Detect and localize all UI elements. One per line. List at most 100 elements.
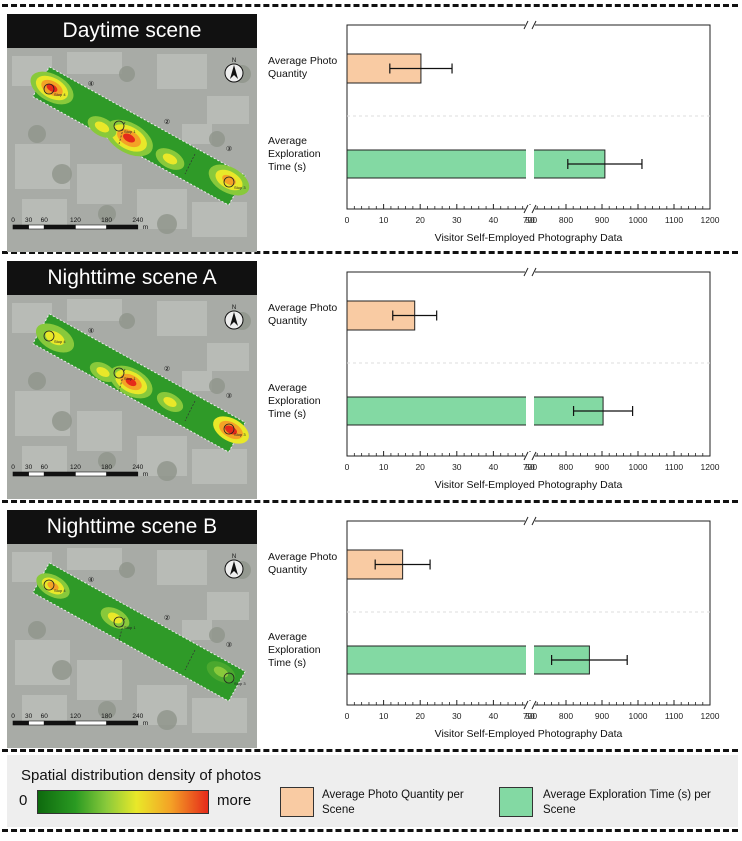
- x-tick-label: 1200: [701, 462, 720, 472]
- divider-2: [2, 500, 738, 503]
- scale-bar-label: 180: [101, 217, 112, 224]
- exploration-time-swatch: [499, 787, 533, 817]
- x-tick-label: 1000: [629, 462, 648, 472]
- stop-label: Stop 1: [124, 625, 136, 630]
- heat-blob: [94, 121, 110, 133]
- x-axis-label: Visitor Self-Employed Photography Data: [435, 728, 623, 740]
- x-tick-label: 30: [452, 711, 462, 721]
- x-tick-label: 10: [379, 711, 389, 721]
- axis-break-gap: [525, 205, 535, 213]
- heatmap-map: Stop 4 Stop 1 Stop 3 ④ ② ③ N 0 30 60 120 180 240 m Ni…: [7, 510, 257, 748]
- category-label-line: Exploration: [268, 644, 321, 656]
- north-label: N: [232, 58, 236, 64]
- bar-chart: Average Photo Quantity Average Exploration T…: [264, 504, 742, 750]
- building-block: [77, 164, 122, 204]
- building-block: [207, 96, 249, 124]
- axis-break-gap: [525, 21, 535, 29]
- stop-label: Stop 3: [234, 185, 246, 190]
- axis-break-mark: [523, 451, 529, 461]
- bar-chart-graphic: Average Photo Quantity Average Exploration T…: [268, 20, 720, 244]
- x-tick-label: 50: [525, 215, 535, 225]
- x-tick-label: 900: [595, 462, 609, 472]
- scale-bar-label: 60: [41, 464, 49, 471]
- street-base: [32, 562, 246, 702]
- tree-cluster: [98, 452, 116, 470]
- category-label-line: Quantity: [268, 68, 308, 80]
- bar-chart-graphic: Average Photo Quantity Average Exploration T…: [268, 516, 720, 740]
- category-label-line: Average Photo: [268, 55, 337, 67]
- axis-break-mark: [531, 700, 537, 710]
- scale-bar-segment: [75, 224, 107, 230]
- x-tick-label: 30: [452, 462, 462, 472]
- tree-cluster: [52, 164, 72, 184]
- heat-blob: [46, 83, 58, 93]
- area-label: ④: [88, 576, 94, 584]
- scene-daytime: Stop 4 Stop 1 Stop 3 ④ ② ③ N 0 30 60 120 180 240 m Da…: [0, 8, 742, 254]
- building-block: [182, 620, 212, 640]
- building-block: [22, 199, 67, 229]
- stop-marker: [43, 83, 55, 95]
- scale-bar-label: 30: [25, 464, 33, 471]
- x-tick-label: 900: [595, 215, 609, 225]
- x-tick-label: 30: [452, 215, 462, 225]
- scale-bar-segment: [12, 720, 29, 726]
- route-segment: [118, 121, 126, 145]
- divider-bottom: [2, 829, 738, 832]
- street-strip: [32, 562, 246, 702]
- axis-break-mark: [531, 204, 537, 214]
- tree-cluster: [28, 125, 46, 143]
- heat-blob: [123, 133, 135, 143]
- route-segment: [118, 617, 126, 641]
- building-block: [67, 548, 122, 570]
- scale-bar-label: 240: [132, 464, 143, 471]
- legend-title: Spatial distribution density of photos: [21, 767, 262, 784]
- axis-break-mark: [531, 451, 537, 461]
- heat-blob: [213, 666, 229, 678]
- heat-blob: [47, 581, 59, 591]
- area-label: ③: [226, 145, 232, 153]
- x-tick-label: 40: [489, 462, 499, 472]
- tree-cluster: [119, 66, 135, 82]
- tree-cluster: [209, 131, 225, 147]
- north-arrow-needle: [230, 561, 238, 575]
- x-tick-label: 800: [559, 462, 573, 472]
- scale-bar-segment: [75, 720, 107, 726]
- stop-label: Stop 4: [54, 92, 66, 97]
- scale-bar-segment: [43, 720, 76, 726]
- photo-quantity-legend-label: Average Photo Quantity per Scene: [322, 789, 464, 816]
- scene-title: Nighttime scene B: [7, 510, 257, 544]
- building-block: [192, 449, 247, 484]
- building-block: [77, 660, 122, 700]
- tree-cluster: [209, 378, 225, 394]
- scale-bar-label: 0: [11, 217, 15, 224]
- tree-cluster: [157, 461, 177, 481]
- building-block: [157, 301, 207, 336]
- category-label-line: Time (s): [268, 408, 306, 420]
- axis-break-mark: [531, 20, 537, 30]
- route-segment: [184, 153, 196, 175]
- stop-marker: [223, 176, 235, 188]
- scale-bar-segment: [28, 720, 45, 726]
- heat-blob: [107, 612, 123, 624]
- x-tick-label: 40: [489, 711, 499, 721]
- stop-label: Stop 4: [54, 339, 66, 344]
- x-tick-label: 20: [415, 462, 425, 472]
- category-label-line: Quantity: [268, 564, 308, 576]
- scale-bar-segment: [75, 471, 107, 477]
- heatmap-map: Stop 4 Stop 1 Stop 3 ④ ② ③ N 0 30 60 120 180 240 m Da…: [7, 14, 257, 252]
- building-block: [182, 124, 212, 144]
- x-tick-label: 0: [345, 215, 350, 225]
- category-label-line: Average: [268, 135, 307, 147]
- x-tick-label: 800: [559, 215, 573, 225]
- tree-cluster: [28, 372, 46, 390]
- building-block: [207, 343, 249, 371]
- scale-bar-label: 120: [70, 713, 81, 720]
- scale-bar-segment: [106, 224, 139, 230]
- x-tick-label: 1000: [629, 711, 648, 721]
- heat-blob: [96, 366, 110, 378]
- scale-bar-segment: [28, 471, 45, 477]
- category-label-line: Average: [268, 382, 307, 394]
- route-segment: [118, 368, 126, 392]
